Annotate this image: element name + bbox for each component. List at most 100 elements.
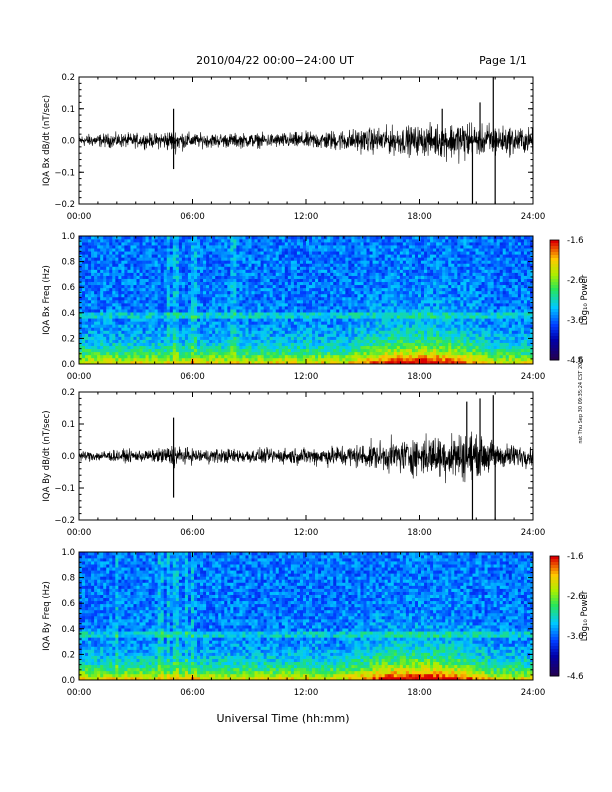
spectrogram-cell bbox=[321, 269, 325, 273]
spectrogram-cell bbox=[378, 309, 382, 313]
spectrogram-cell bbox=[393, 281, 398, 286]
spectrogram-cell bbox=[381, 309, 385, 313]
spectrogram-cell bbox=[324, 330, 328, 334]
spectrogram-cell bbox=[408, 360, 413, 365]
spectrogram-cell bbox=[194, 315, 198, 319]
spectrogram-cell bbox=[336, 245, 340, 249]
spectrogram-cell bbox=[239, 242, 243, 246]
spectrogram-cell bbox=[414, 327, 419, 331]
spectrogram-cell bbox=[269, 260, 274, 264]
spectrogram-cell bbox=[399, 348, 404, 353]
spectrogram-cell bbox=[405, 333, 410, 337]
spectrogram-cell bbox=[172, 357, 177, 362]
spectrogram-cell bbox=[218, 284, 222, 289]
spectrogram-cell bbox=[91, 275, 95, 279]
spectrogram-cell bbox=[112, 248, 116, 252]
spectrogram-cell bbox=[172, 278, 177, 283]
spectrogram-cell bbox=[312, 284, 316, 289]
spectrogram-cell bbox=[360, 278, 364, 283]
spectrogram-cell bbox=[424, 339, 428, 343]
spectrogram-cell bbox=[172, 318, 177, 322]
spectrogram-cell bbox=[263, 263, 267, 267]
spectrogram-cell bbox=[187, 351, 192, 356]
spectrogram-cell bbox=[345, 333, 349, 337]
spectrogram-cell bbox=[281, 287, 286, 292]
spectrogram-cell bbox=[209, 315, 213, 319]
spectrogram-cell bbox=[296, 300, 301, 304]
spectrogram-cell bbox=[79, 327, 83, 331]
spectrogram-cell bbox=[97, 360, 101, 365]
spectrogram-cell bbox=[309, 278, 313, 283]
spectrogram-cell bbox=[414, 287, 419, 292]
spectrogram-cell bbox=[333, 269, 337, 273]
spectrogram-cell bbox=[142, 263, 146, 267]
spectrogram-cell bbox=[212, 360, 216, 365]
spectrogram-cell bbox=[390, 360, 395, 365]
spectrogram-cell bbox=[142, 327, 146, 331]
spectrogram-cell bbox=[206, 360, 210, 365]
spectrogram-cell bbox=[112, 351, 116, 356]
spectrogram-cell bbox=[390, 248, 395, 252]
spectrogram-cell bbox=[266, 306, 270, 310]
spectrogram-cell bbox=[333, 266, 337, 270]
spectrogram-cell bbox=[363, 330, 367, 334]
spectrogram-cell bbox=[296, 303, 301, 307]
spectrogram-cell bbox=[421, 303, 425, 307]
spectrogram-cell bbox=[88, 290, 92, 295]
spectrogram-cell bbox=[209, 324, 213, 328]
spectrogram-cell bbox=[427, 321, 431, 325]
spectrogram-cell bbox=[82, 278, 86, 283]
spectrogram-cell bbox=[163, 327, 168, 331]
spectrogram-cell bbox=[175, 278, 180, 283]
spectrogram-cell bbox=[405, 260, 410, 264]
spectrogram-cell bbox=[287, 254, 292, 258]
spectrogram-cell bbox=[260, 245, 264, 249]
spectrogram-cell bbox=[200, 351, 204, 356]
spectrogram-cell bbox=[181, 312, 186, 316]
spectrogram-cell bbox=[163, 309, 168, 313]
spectrogram-cell bbox=[187, 330, 192, 334]
spectrogram-cell bbox=[421, 278, 425, 283]
spectrogram-cell bbox=[324, 354, 328, 359]
spectrogram-cell bbox=[278, 254, 283, 258]
spectrogram-cell bbox=[321, 275, 325, 279]
spectrogram-cell bbox=[312, 351, 316, 356]
spectrogram-cell bbox=[88, 309, 92, 313]
spectrogram-cell bbox=[245, 296, 249, 301]
spectrogram-cell bbox=[263, 278, 267, 283]
spectrogram-cell bbox=[312, 245, 316, 249]
spectrogram-cell bbox=[302, 269, 307, 273]
spectrogram-cell bbox=[172, 263, 177, 267]
spectrogram-cell bbox=[133, 287, 137, 292]
spectrogram-cell bbox=[387, 303, 392, 307]
spectrogram-cell bbox=[206, 309, 210, 313]
spectrogram-cell bbox=[157, 318, 162, 322]
spectrogram-cell bbox=[369, 312, 373, 316]
spectrogram-cell bbox=[160, 245, 165, 249]
spectrogram-cell bbox=[148, 287, 152, 292]
spectrogram-cell bbox=[109, 278, 113, 283]
spectrogram-cell bbox=[299, 239, 304, 243]
spectrogram-cell bbox=[251, 348, 255, 353]
spectrogram-cell bbox=[233, 306, 237, 310]
spectrogram-cell bbox=[85, 290, 89, 295]
spectrogram-cell bbox=[203, 275, 207, 279]
spectrogram-cell bbox=[100, 336, 104, 340]
spectrogram-cell bbox=[97, 284, 101, 289]
spectrogram-cell bbox=[154, 333, 158, 337]
spectrogram-cell bbox=[178, 300, 183, 304]
spectrogram-cell bbox=[408, 269, 413, 273]
spectrogram-cell bbox=[97, 272, 101, 276]
spectrogram-cell bbox=[139, 360, 143, 365]
spectrogram-cell bbox=[109, 339, 113, 343]
spectrogram-cell bbox=[94, 303, 98, 307]
spectrogram-cell bbox=[266, 245, 270, 249]
spectrogram-cell bbox=[290, 300, 295, 304]
spectrogram-cell bbox=[318, 327, 322, 331]
spectrogram-cell bbox=[411, 336, 416, 340]
spectrogram-cell bbox=[197, 248, 201, 252]
spectrogram-cell bbox=[148, 275, 152, 279]
spectrogram-cell bbox=[233, 290, 237, 295]
spectrogram-cell bbox=[378, 321, 382, 325]
spectrogram-cell bbox=[181, 348, 186, 353]
